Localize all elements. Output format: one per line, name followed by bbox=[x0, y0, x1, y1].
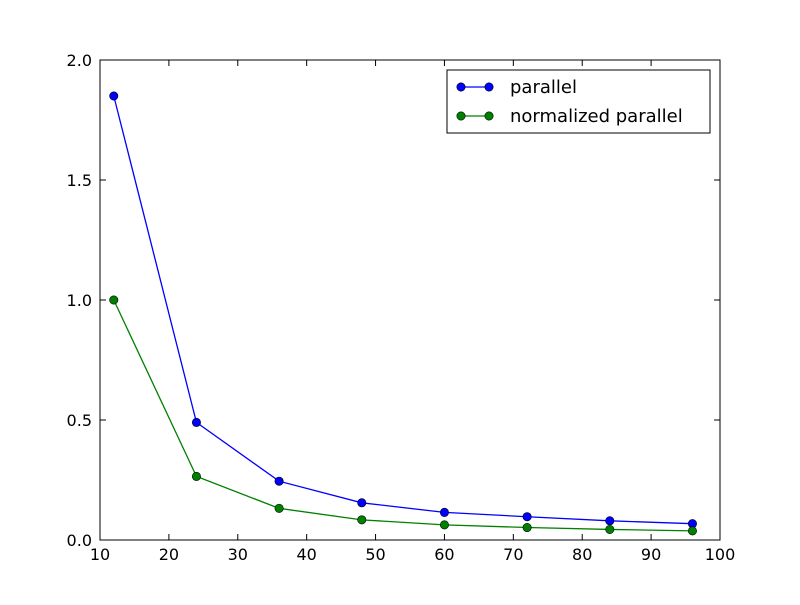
data-point bbox=[522, 512, 532, 522]
legend-label: normalized parallel bbox=[510, 106, 683, 127]
ticks-layer: 10 20 30 40 50 60 70 80 90 100 0.0 0.5 1.0 1.5 2.0 bbox=[67, 51, 736, 564]
x-tick-label: 30 bbox=[228, 545, 248, 564]
x-tick-label: 90 bbox=[641, 545, 661, 564]
data-point bbox=[605, 524, 615, 534]
x-tick-label: 70 bbox=[503, 545, 523, 564]
data-point bbox=[274, 503, 284, 513]
data-point bbox=[522, 523, 532, 533]
y-tick-label: 1.0 bbox=[67, 291, 92, 310]
data-point bbox=[357, 515, 367, 525]
plot-area bbox=[100, 60, 720, 540]
x-tick-label: 60 bbox=[434, 545, 454, 564]
plot-background bbox=[100, 60, 720, 540]
legend-label: parallel bbox=[510, 77, 577, 98]
legend: parallel normalized parallel bbox=[446, 69, 711, 134]
y-tick-label: 1.5 bbox=[67, 171, 92, 190]
legend-marker bbox=[484, 82, 494, 92]
legend-item-2: normalized parallel bbox=[456, 106, 683, 127]
series-2 bbox=[109, 295, 697, 536]
series-1 bbox=[109, 91, 697, 529]
data-point bbox=[109, 91, 119, 101]
legend-item-1: parallel bbox=[456, 77, 577, 98]
data-point bbox=[109, 295, 119, 305]
x-tick-label: 10 bbox=[90, 545, 110, 564]
legend-marker bbox=[484, 111, 494, 121]
x-tick-label: 100 bbox=[705, 545, 736, 564]
x-tick-label: 50 bbox=[365, 545, 385, 564]
series-line bbox=[113, 95, 693, 525]
axes-border bbox=[99, 59, 721, 541]
series-line bbox=[113, 299, 693, 532]
data-point bbox=[191, 471, 201, 481]
data-point bbox=[439, 507, 449, 517]
y-tick-label: 2.0 bbox=[67, 51, 92, 70]
data-point bbox=[191, 417, 201, 427]
series-layer bbox=[109, 91, 697, 536]
data-point bbox=[605, 516, 615, 526]
x-tick-label: 40 bbox=[296, 545, 316, 564]
axes-frame bbox=[99, 59, 721, 541]
legend-marker bbox=[456, 111, 466, 121]
y-tick-label: 0.5 bbox=[67, 411, 92, 430]
legend-marker bbox=[456, 82, 466, 92]
legend-box bbox=[446, 69, 711, 134]
x-tick-label: 80 bbox=[572, 545, 592, 564]
data-point bbox=[439, 520, 449, 530]
x-tick-label: 20 bbox=[159, 545, 179, 564]
data-point bbox=[687, 526, 697, 536]
y-tick-label: 0.0 bbox=[67, 531, 92, 550]
data-point bbox=[274, 476, 284, 486]
data-point bbox=[357, 498, 367, 508]
